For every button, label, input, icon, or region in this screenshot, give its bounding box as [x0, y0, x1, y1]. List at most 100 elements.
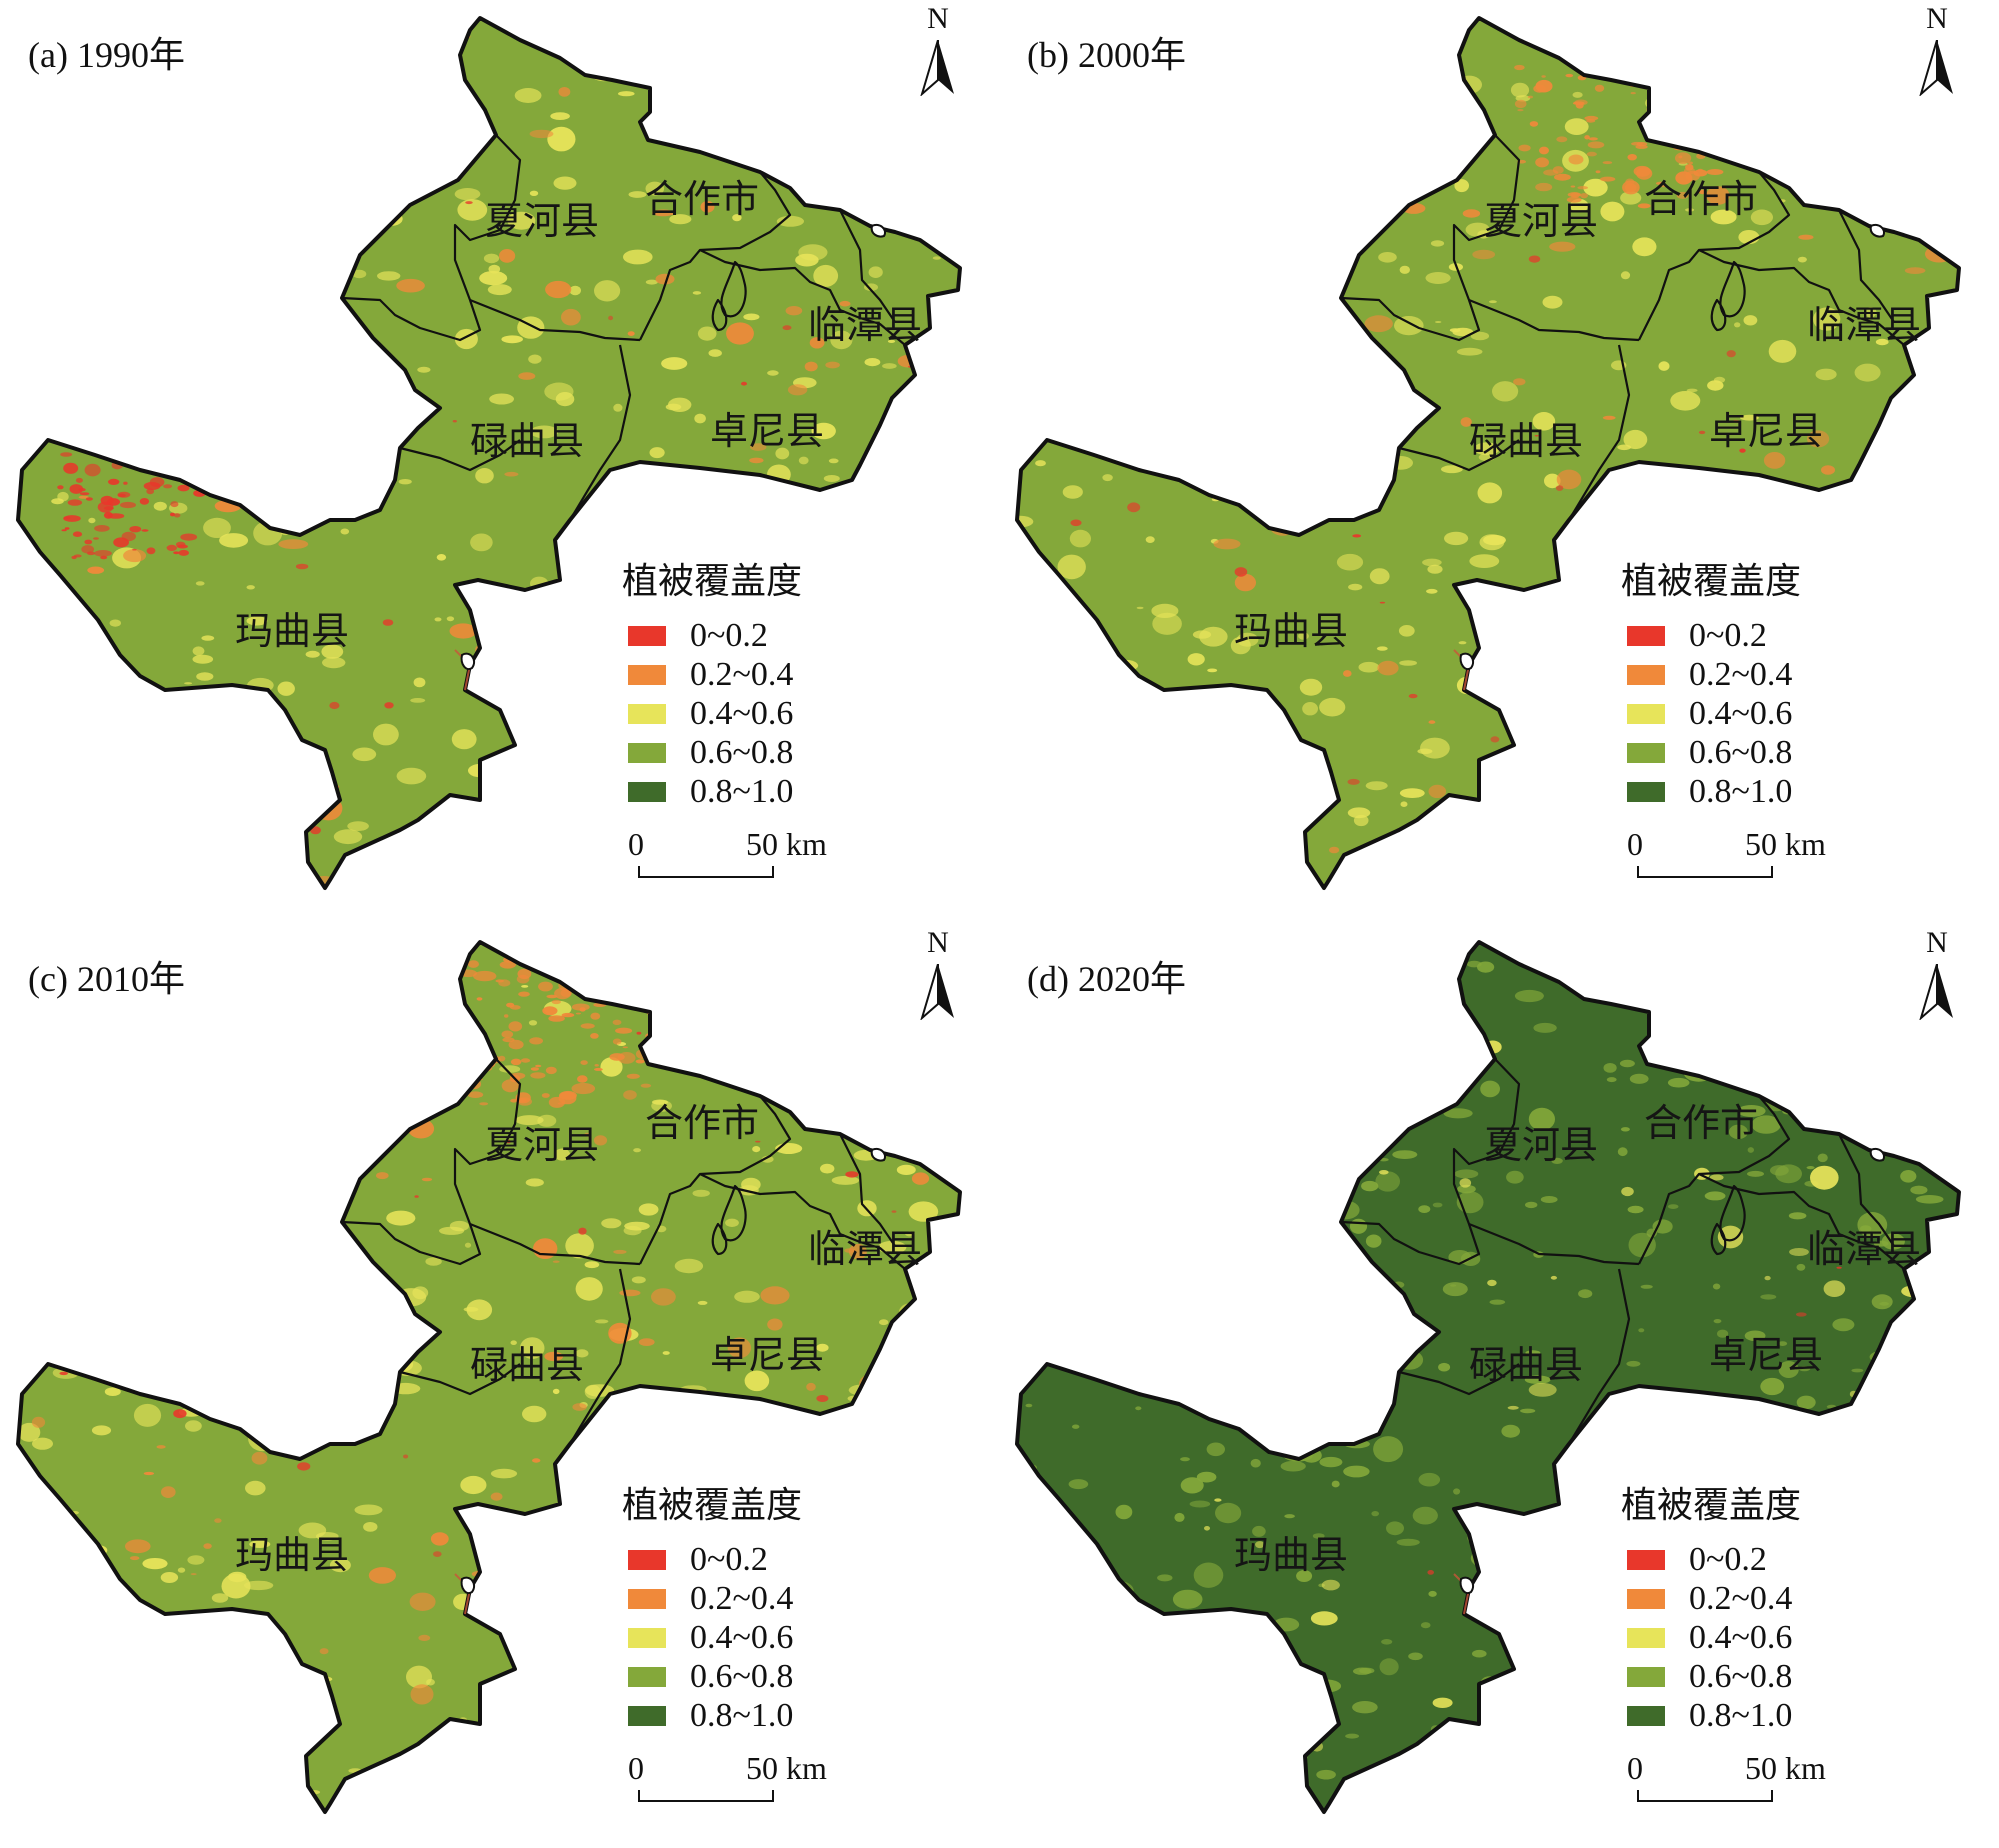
scale-bar: 0 50 km: [1627, 1744, 1827, 1804]
coverage-patch: [508, 1021, 523, 1032]
coverage-patch: [1941, 1661, 1951, 1666]
coverage-patch: [1467, 830, 1491, 848]
map-panel-2000: (b) 2000年 N 夏河县 合作市 临潭县 碌曲县 卓尼县 玛曲县 植被覆盖…: [1000, 0, 1999, 924]
coverage-patch: [559, 961, 576, 974]
coverage-patch: [1812, 18, 1841, 33]
coverage-patch: [1122, 1260, 1134, 1271]
scale-bar-line: [638, 866, 774, 878]
coverage-patch: [662, 1351, 670, 1355]
coverage-patch: [257, 107, 262, 111]
coverage-patch: [1623, 429, 1648, 450]
coverage-patch: [305, 427, 320, 438]
coverage-patch: [1070, 111, 1100, 132]
scale-bar: 0 50 km: [628, 820, 828, 880]
coverage-patch: [209, 889, 232, 904]
coverage-patch: [1386, 1802, 1409, 1812]
coverage-patch: [1520, 656, 1544, 670]
coverage-patch: [184, 244, 202, 254]
coverage-patch: [554, 987, 572, 1000]
coverage-patch: [1478, 1592, 1490, 1601]
legend-swatch: [628, 1627, 666, 1648]
coverage-patch: [1507, 1405, 1519, 1410]
coverage-patch: [619, 1289, 641, 1297]
coverage-patch: [893, 1068, 905, 1075]
coverage-patch: [322, 657, 346, 669]
coverage-patch: [1145, 536, 1155, 543]
coverage-patch: [120, 436, 136, 444]
coverage-patch: [1586, 555, 1597, 561]
coverage-patch: [1125, 388, 1143, 396]
coverage-patch: [939, 733, 953, 738]
coverage-patch: [349, 1778, 367, 1784]
coverage-patch: [1358, 1257, 1366, 1263]
coverage-patch: [112, 1241, 120, 1244]
coverage-patch: [1298, 342, 1319, 359]
coverage-patch: [1508, 1545, 1533, 1564]
coverage-patch: [552, 1388, 560, 1395]
coverage-patch: [1627, 1205, 1644, 1214]
coverage-patch: [1148, 1273, 1172, 1290]
coverage-patch: [1658, 361, 1670, 371]
coverage-patch: [172, 1013, 190, 1027]
coverage-patch: [1081, 719, 1091, 724]
coverage-patch: [798, 456, 809, 465]
coverage-patch: [352, 269, 367, 279]
coverage-patch: [590, 1033, 599, 1039]
coverage-patch: [1602, 415, 1616, 420]
coverage-patch: [624, 1221, 650, 1231]
coverage-patch: [1632, 1450, 1655, 1470]
coverage-patch: [844, 1416, 864, 1424]
vegetation-coverage-map: [1015, 940, 1961, 1814]
coverage-patch: [1638, 1328, 1645, 1333]
coverage-patch: [1358, 661, 1380, 673]
coverage-patch: [1102, 474, 1113, 482]
coverage-patch: [651, 974, 662, 982]
coverage-patch: [153, 501, 167, 511]
coverage-patch: [396, 92, 413, 99]
coverage-patch: [1422, 558, 1442, 567]
coverage-patch: [788, 529, 810, 539]
coverage-patch: [208, 235, 235, 251]
coverage-patch: [1425, 272, 1451, 284]
coverage-patch: [584, 983, 597, 992]
coverage-patch: [1258, 1393, 1281, 1410]
coverage-patch: [59, 1371, 68, 1376]
coverage-patch: [67, 1334, 90, 1349]
coverage-patch: [1751, 1115, 1781, 1134]
coverage-patch: [1930, 157, 1959, 167]
coverage-patch: [545, 280, 572, 299]
coverage-patch: [575, 1349, 589, 1358]
coverage-patch: [68, 1715, 75, 1720]
coverage-patch: [1104, 1299, 1132, 1314]
coverage-patch: [109, 443, 119, 449]
coverage-patch: [1020, 683, 1027, 689]
coverage-patch: [820, 118, 844, 136]
coverage-patch: [1092, 1023, 1103, 1030]
coverage-patch: [1806, 1166, 1815, 1170]
county-label-zhuoni: 卓尼县: [710, 409, 825, 453]
coverage-patch: [502, 1037, 515, 1043]
coverage-patch: [1688, 161, 1693, 165]
coverage-patch: [368, 1567, 396, 1584]
coverage-patch: [1915, 1195, 1944, 1204]
coverage-patch: [1522, 1620, 1539, 1630]
legend-label: 0.4~0.6: [1689, 1618, 1793, 1656]
coverage-patch: [1534, 435, 1539, 437]
coverage-patch: [298, 421, 308, 426]
coverage-patch: [449, 1220, 469, 1232]
coverage-patch: [1240, 1300, 1270, 1325]
coverage-patch: [371, 1379, 390, 1394]
coverage-patch: [87, 551, 95, 556]
coverage-patch: [839, 300, 851, 307]
coverage-patch: [1231, 459, 1242, 467]
coverage-patch: [1150, 1745, 1158, 1749]
coverage-patch: [143, 1162, 173, 1184]
coverage-patch: [1594, 84, 1605, 92]
coverage-patch: [1849, 129, 1857, 134]
coverage-patch: [1706, 186, 1730, 205]
coverage-patch: [1067, 400, 1096, 416]
coverage-patch: [85, 390, 97, 396]
coverage-patch: [1297, 303, 1314, 315]
coverage-patch: [105, 1186, 109, 1189]
coverage-patch: [896, 1315, 925, 1327]
